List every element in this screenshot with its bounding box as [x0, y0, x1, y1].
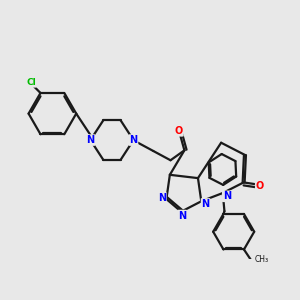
- Text: N: N: [178, 211, 186, 220]
- Text: CH₃: CH₃: [254, 255, 269, 264]
- Text: O: O: [175, 126, 183, 136]
- Text: N: N: [202, 199, 210, 209]
- Text: N: N: [158, 193, 166, 203]
- Text: N: N: [129, 135, 137, 145]
- Text: O: O: [256, 181, 264, 191]
- Text: N: N: [86, 135, 94, 145]
- Text: N: N: [223, 191, 231, 201]
- Text: Cl: Cl: [26, 78, 36, 87]
